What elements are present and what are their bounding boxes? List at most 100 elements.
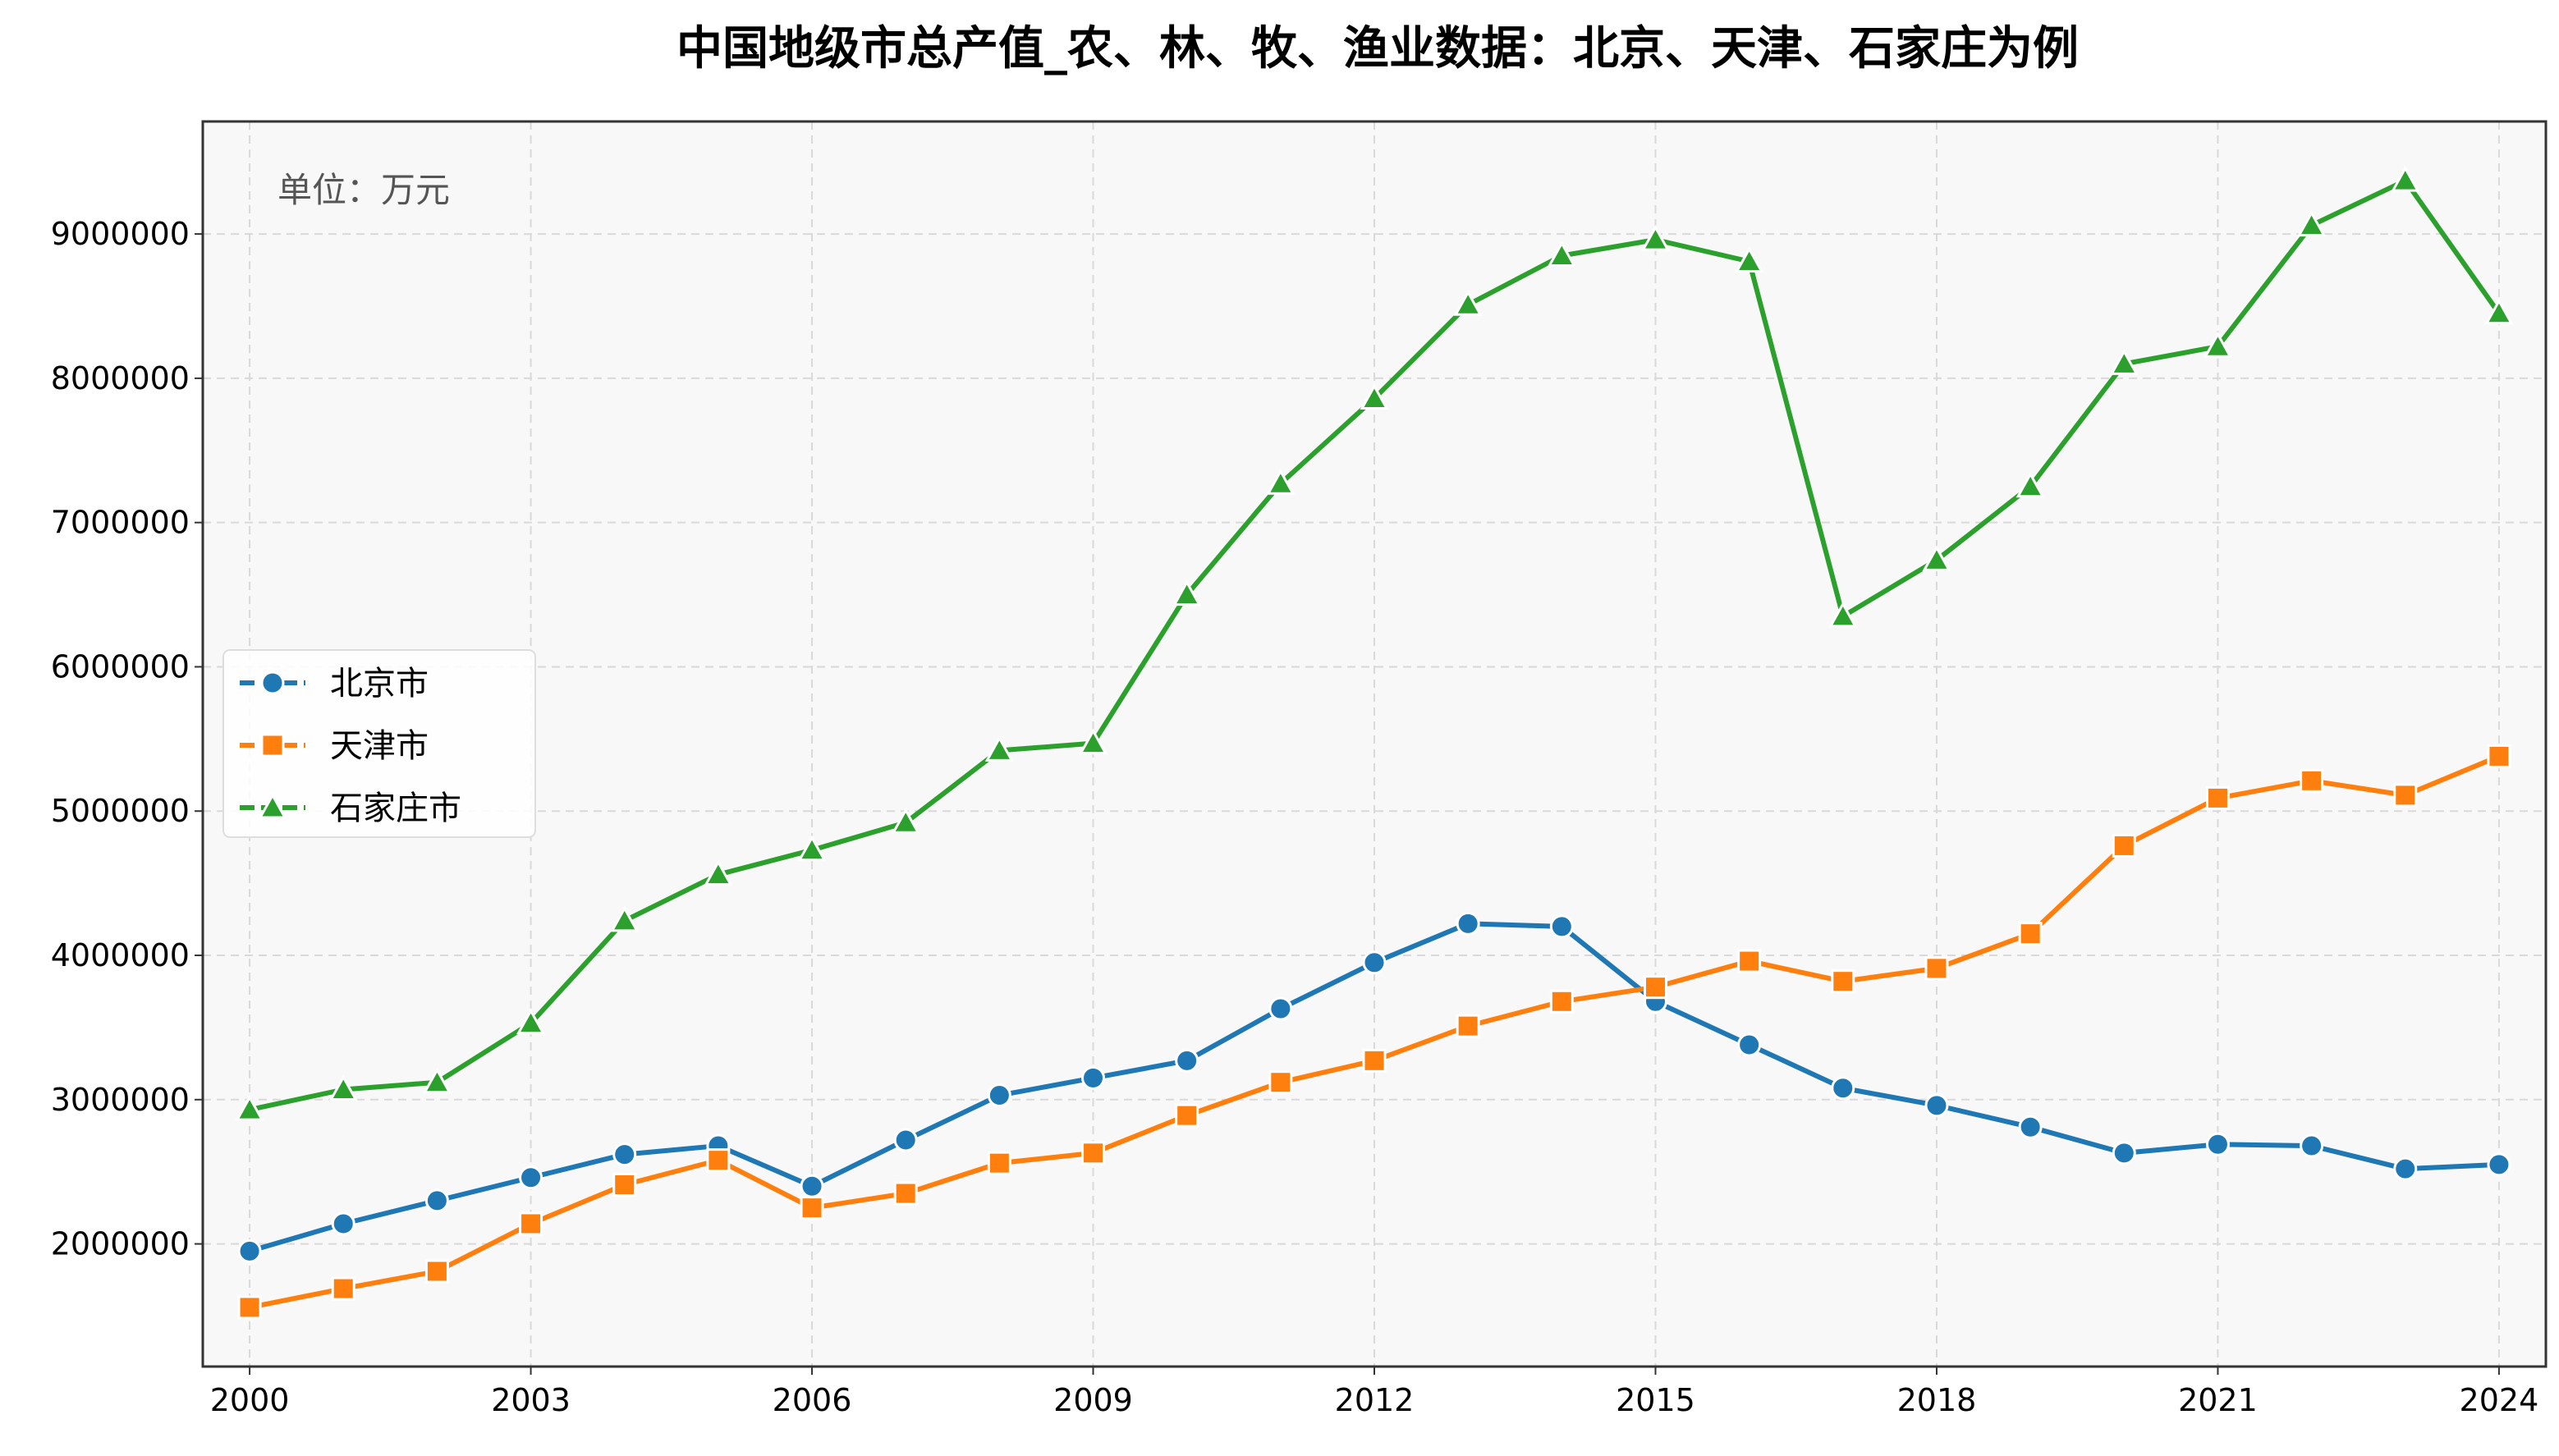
data-point xyxy=(237,1295,262,1320)
x-tick-label: 2015 xyxy=(1616,1382,1695,1418)
y-tick-label: 6000000 xyxy=(51,648,190,685)
series-3 xyxy=(235,165,2514,1121)
data-point xyxy=(610,905,640,932)
data-point xyxy=(891,808,920,834)
unit-annotation: 单位：万元 xyxy=(277,170,450,210)
chart-title: 中国地级市总产值_农、林、牧、渔业数据：北京、天津、石家庄为例 xyxy=(676,22,2079,76)
data-point xyxy=(1362,950,1387,975)
y-tick-label: 5000000 xyxy=(51,793,190,829)
y-tick-label: 2000000 xyxy=(51,1226,190,1262)
data-point xyxy=(2300,768,2324,793)
data-point xyxy=(2109,349,2139,375)
data-point xyxy=(2487,1152,2511,1177)
data-point xyxy=(1640,225,1671,251)
data-point xyxy=(1547,240,1576,267)
data-point xyxy=(424,1188,449,1213)
series-2 xyxy=(237,744,2511,1320)
x-tick-label: 2006 xyxy=(773,1382,852,1418)
data-point xyxy=(424,1259,449,1284)
x-tick-label: 2003 xyxy=(491,1382,571,1418)
data-point xyxy=(1266,469,1296,495)
data-point xyxy=(235,1095,264,1121)
data-point xyxy=(987,1083,1011,1108)
x-tick-label: 2024 xyxy=(2460,1382,2539,1418)
data-point xyxy=(1643,975,1667,1000)
legend-marker xyxy=(260,671,285,695)
x-tick-label: 2018 xyxy=(1897,1382,1977,1418)
data-point xyxy=(2297,210,2327,237)
legend-marker xyxy=(260,733,285,758)
legend-label: 石家庄市 xyxy=(330,790,461,827)
data-point xyxy=(1735,246,1764,273)
x-tick-label: 2012 xyxy=(1335,1382,1415,1418)
data-point xyxy=(706,1148,731,1173)
data-point xyxy=(1453,290,1483,316)
data-point xyxy=(2016,471,2045,498)
y-tick-label: 3000000 xyxy=(51,1082,190,1118)
data-point xyxy=(1268,1070,1293,1095)
data-point xyxy=(2487,744,2511,768)
data-point xyxy=(331,1211,355,1236)
data-point xyxy=(1831,969,1855,994)
legend-label: 北京市 xyxy=(330,665,429,703)
data-point xyxy=(1549,989,1574,1014)
y-tick-label: 9000000 xyxy=(51,216,190,252)
legend-entry: 北京市 xyxy=(240,665,429,703)
data-point xyxy=(893,1128,918,1152)
data-point xyxy=(519,1165,543,1190)
x-tick-label: 2009 xyxy=(1053,1382,1133,1418)
legend-marker xyxy=(258,792,287,819)
series-layer xyxy=(235,165,2514,1320)
data-point xyxy=(1456,911,1480,936)
data-point xyxy=(2112,833,2136,858)
data-point xyxy=(331,1276,355,1301)
data-point xyxy=(1924,956,1949,981)
data-point xyxy=(2484,298,2514,325)
data-point xyxy=(422,1067,452,1094)
y-tick-label: 8000000 xyxy=(51,360,190,396)
y-tick-label: 7000000 xyxy=(51,505,190,541)
data-point xyxy=(1549,914,1574,939)
data-point xyxy=(1081,1065,1106,1090)
data-point xyxy=(1362,1048,1387,1073)
data-point xyxy=(704,859,733,886)
data-point xyxy=(612,1142,637,1167)
data-point xyxy=(516,1008,546,1035)
legend-frame xyxy=(222,649,536,838)
data-point xyxy=(2205,785,2230,810)
legend-label: 天津市 xyxy=(330,727,429,765)
data-point xyxy=(2203,332,2232,358)
x-tick-label: 2021 xyxy=(2178,1382,2258,1418)
y-tick-label: 4000000 xyxy=(51,937,190,973)
data-point xyxy=(800,1174,824,1198)
legend-entry: 石家庄市 xyxy=(240,790,461,827)
legend-entry: 天津市 xyxy=(240,727,429,765)
data-point xyxy=(2112,1141,2136,1165)
data-point xyxy=(237,1239,262,1263)
data-point xyxy=(1172,579,1202,607)
data-point xyxy=(2018,922,2043,946)
data-point xyxy=(1922,545,1951,571)
data-point xyxy=(984,735,1014,762)
data-point xyxy=(1737,949,1762,973)
data-point xyxy=(1360,383,1389,410)
data-point xyxy=(2300,1133,2324,1158)
data-point xyxy=(1268,996,1293,1021)
data-point xyxy=(2205,1132,2230,1156)
data-point xyxy=(1924,1093,1949,1118)
data-point xyxy=(2018,1115,2043,1139)
x-tick-label: 2000 xyxy=(210,1382,290,1418)
axis-layer: 2000 2003 2006 2009 2012 2015 2018 2021 2024 2000… xyxy=(51,216,2539,1418)
data-point xyxy=(893,1181,918,1206)
data-point xyxy=(1175,1103,1199,1128)
data-point xyxy=(2393,783,2418,808)
data-point xyxy=(2391,165,2420,192)
data-point xyxy=(797,835,827,862)
data-point xyxy=(1456,1014,1480,1038)
data-point xyxy=(1175,1048,1199,1073)
data-point xyxy=(800,1196,824,1220)
